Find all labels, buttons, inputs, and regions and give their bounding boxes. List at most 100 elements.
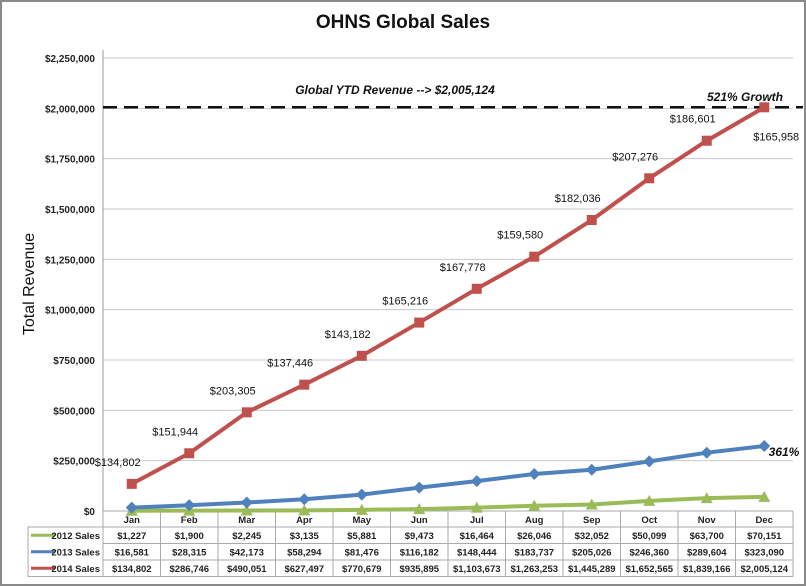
table-cell: $1,263,253 [510, 564, 558, 575]
annotation-361-growth: 361% [769, 445, 800, 459]
series-line-2014-sales [130, 105, 766, 486]
data-label-2014: $203,305 [210, 385, 256, 397]
y-tick-label: $1,250,000 [45, 255, 95, 266]
data-label-2014: $167,778 [440, 262, 486, 274]
data-point-2013-sales [528, 468, 541, 481]
y-tick-label: $250,000 [53, 457, 95, 468]
y-tick-label: $500,000 [53, 406, 95, 417]
x-tick-label: Aug [525, 515, 544, 526]
data-point-2014-sales [759, 102, 770, 113]
y-tick-label: $0 [84, 507, 96, 518]
data-point-2014-sales [644, 173, 655, 184]
annotation-521-growth: 521% Growth [707, 90, 783, 104]
table-cell: $50,099 [632, 531, 666, 542]
x-tick-label: Feb [181, 515, 198, 526]
table-cell: $148,444 [457, 547, 497, 558]
legend-label: 2013 Sales [51, 547, 100, 558]
data-point-2013-sales [240, 496, 253, 509]
data-point-2014-sales [701, 135, 712, 146]
data-point-2013-sales [700, 446, 713, 459]
table-cell: $2,245 [232, 531, 262, 542]
table-cell: $323,090 [744, 547, 784, 558]
data-point-2013-sales [355, 488, 368, 501]
data-point-2014-sales [356, 350, 367, 361]
data-point-2013-sales [183, 499, 196, 512]
table-cell: $627,497 [284, 564, 324, 575]
y-tick-label: $1,750,000 [45, 155, 95, 166]
table-cell: $134,802 [112, 564, 152, 575]
data-label-2014: $165,216 [382, 296, 428, 308]
table-cell: $1,445,289 [568, 564, 616, 575]
table-cell: $81,476 [345, 547, 379, 558]
y-tick-label: $2,000,000 [45, 104, 95, 115]
x-tick-label: Nov [698, 515, 717, 526]
data-point-2014-sales [529, 251, 540, 262]
table-cell: $58,294 [287, 547, 322, 558]
legend-label: 2012 Sales [51, 531, 100, 542]
table-cell: $32,052 [575, 531, 609, 542]
data-point-2012-sales [528, 499, 541, 511]
reference-line-label: Global YTD Revenue --> $2,005,124 [295, 83, 495, 97]
table-cell: $63,700 [690, 531, 724, 542]
data-label-2014: $143,182 [325, 329, 371, 341]
table-cell: $9,473 [405, 531, 434, 542]
table-cell: $42,173 [230, 547, 264, 558]
data-point-2013-sales [413, 481, 426, 494]
data-point-2014-sales [241, 407, 252, 418]
x-tick-label: Jan [124, 515, 141, 526]
data-label-2014: $134,802 [95, 457, 141, 469]
data-point-2014-sales [184, 448, 195, 459]
data-point-2014-sales [414, 317, 425, 328]
table-cell: $16,464 [460, 531, 495, 542]
data-point-2012-sales [298, 504, 311, 516]
data-point-2013-sales [125, 501, 138, 514]
data-point-2014-sales [126, 478, 137, 489]
x-tick-label: Jun [411, 515, 428, 526]
x-tick-label: Mar [238, 515, 255, 526]
y-tick-label: $750,000 [53, 356, 95, 367]
data-point-2012-sales [643, 494, 656, 506]
x-tick-label: Dec [756, 515, 773, 526]
data-point-2014-sales [299, 379, 310, 390]
x-tick-label: Sep [583, 515, 601, 526]
data-label-2014: $137,446 [267, 358, 313, 370]
table-cell: $16,581 [115, 547, 150, 558]
y-axis-label: Total Revenue [21, 233, 38, 335]
table-cell: $70,151 [747, 531, 782, 542]
data-point-2012-sales [240, 504, 253, 516]
data-point-2012-sales [355, 503, 368, 515]
table-cell: $770,679 [342, 564, 382, 575]
legend-label: 2014 Sales [51, 564, 100, 575]
data-label-2014: $159,580 [497, 230, 543, 242]
table-cell: $205,026 [572, 547, 612, 558]
data-point-2012-sales [758, 490, 771, 502]
series-line-2012-sales [131, 494, 765, 513]
data-point-2012-sales [470, 501, 483, 513]
table-cell: $1,900 [175, 531, 204, 542]
data-label-2014: $151,944 [152, 426, 198, 438]
table-cell: $183,737 [514, 547, 554, 558]
table-cell: $2,005,124 [740, 564, 788, 575]
x-tick-label: Jul [470, 515, 484, 526]
chart-title: OHNS Global Sales [316, 12, 490, 33]
data-point-2013-sales [643, 455, 656, 468]
data-point-2012-sales [413, 503, 426, 515]
table-cell: $5,881 [347, 531, 377, 542]
data-point-2013-sales [298, 493, 311, 506]
data-label-2014: $165,958 [753, 131, 799, 143]
data-point-2013-sales [585, 463, 598, 476]
y-tick-label: $2,250,000 [45, 54, 95, 65]
series-line-2013-sales [131, 443, 765, 510]
table-cell: $1,839,166 [683, 564, 731, 575]
x-tick-label: Oct [641, 515, 658, 526]
x-tick-label: May [353, 515, 372, 526]
table-cell: $3,135 [290, 531, 320, 542]
x-tick-label: Apr [296, 515, 313, 526]
table-cell: $116,182 [400, 547, 439, 558]
table-cell: $1,103,673 [453, 564, 501, 575]
table-cell: $1,227 [117, 531, 146, 542]
data-point-2013-sales [758, 439, 771, 452]
data-label-2014: $182,036 [555, 193, 601, 205]
y-tick-label: $1,500,000 [45, 205, 95, 216]
